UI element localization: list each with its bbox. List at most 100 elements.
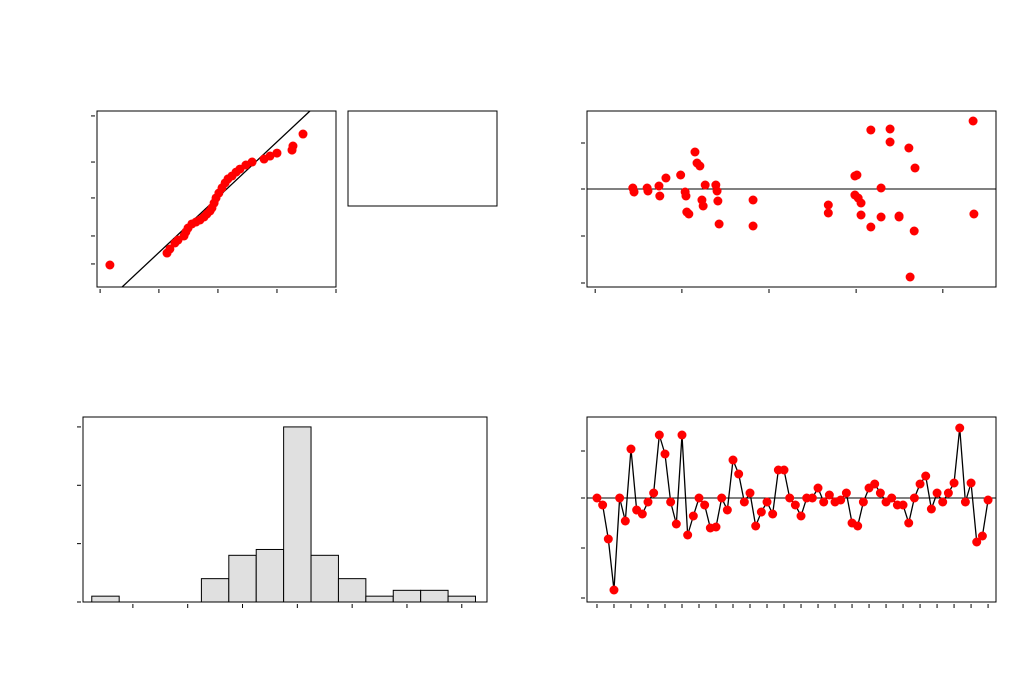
legend-box bbox=[347, 110, 498, 207]
point bbox=[853, 521, 863, 531]
point bbox=[790, 500, 800, 510]
point bbox=[683, 530, 693, 540]
point bbox=[751, 521, 761, 531]
point bbox=[910, 163, 920, 173]
point bbox=[960, 497, 970, 507]
bar bbox=[200, 578, 230, 603]
point bbox=[856, 210, 866, 220]
point bbox=[637, 509, 647, 519]
point bbox=[762, 497, 772, 507]
point bbox=[932, 488, 942, 498]
point bbox=[823, 200, 833, 210]
point bbox=[796, 511, 806, 521]
point bbox=[768, 509, 778, 519]
point bbox=[677, 430, 687, 440]
point bbox=[926, 504, 936, 514]
point bbox=[823, 208, 833, 218]
point bbox=[626, 444, 636, 454]
point bbox=[676, 170, 686, 180]
point bbox=[643, 497, 653, 507]
point bbox=[875, 488, 885, 498]
point bbox=[904, 518, 914, 528]
point bbox=[714, 219, 724, 229]
point bbox=[660, 449, 670, 459]
point bbox=[695, 161, 705, 171]
plot-frame bbox=[586, 416, 997, 603]
point bbox=[265, 151, 275, 161]
point bbox=[690, 147, 700, 157]
point bbox=[909, 493, 919, 503]
point bbox=[711, 522, 721, 532]
bar bbox=[392, 589, 422, 603]
plot-frame bbox=[586, 110, 997, 288]
point bbox=[905, 272, 915, 282]
point bbox=[661, 173, 671, 183]
plot-frame bbox=[96, 110, 337, 288]
point bbox=[272, 148, 282, 158]
point bbox=[836, 495, 846, 505]
point bbox=[909, 226, 919, 236]
point bbox=[866, 125, 876, 135]
point bbox=[643, 186, 653, 196]
bar bbox=[310, 554, 339, 603]
point bbox=[609, 585, 619, 595]
point bbox=[813, 483, 823, 493]
point bbox=[739, 497, 749, 507]
point bbox=[887, 493, 897, 503]
point bbox=[858, 497, 868, 507]
series-line bbox=[596, 427, 989, 591]
bar bbox=[228, 554, 257, 603]
point bbox=[756, 507, 766, 517]
point bbox=[915, 479, 925, 489]
point bbox=[620, 516, 630, 526]
point bbox=[894, 212, 904, 222]
bar bbox=[91, 595, 120, 603]
point bbox=[885, 124, 895, 134]
point bbox=[728, 455, 738, 465]
point bbox=[938, 497, 948, 507]
point bbox=[629, 187, 639, 197]
point bbox=[966, 478, 976, 488]
point bbox=[819, 497, 829, 507]
point bbox=[943, 488, 953, 498]
point bbox=[898, 500, 908, 510]
point bbox=[598, 500, 608, 510]
point bbox=[698, 201, 708, 211]
point bbox=[955, 423, 965, 433]
point bbox=[615, 493, 625, 503]
bar bbox=[337, 578, 367, 603]
point bbox=[885, 137, 895, 147]
point bbox=[921, 471, 931, 481]
point bbox=[688, 511, 698, 521]
bar bbox=[283, 426, 312, 603]
point bbox=[165, 244, 175, 254]
point bbox=[870, 479, 880, 489]
point bbox=[972, 537, 982, 547]
point bbox=[876, 183, 886, 193]
point bbox=[681, 191, 691, 201]
point bbox=[717, 493, 727, 503]
point bbox=[841, 488, 851, 498]
point bbox=[654, 181, 664, 191]
point bbox=[779, 465, 789, 475]
point bbox=[866, 222, 876, 232]
point bbox=[856, 198, 866, 208]
point bbox=[876, 212, 886, 222]
bar bbox=[420, 589, 449, 603]
point bbox=[734, 469, 744, 479]
point bbox=[748, 221, 758, 231]
point bbox=[824, 490, 834, 500]
point bbox=[722, 505, 732, 515]
point bbox=[852, 170, 862, 180]
point bbox=[700, 180, 710, 190]
point bbox=[247, 157, 257, 167]
bar bbox=[447, 595, 476, 603]
point bbox=[713, 196, 723, 206]
point bbox=[694, 493, 704, 503]
point bbox=[745, 488, 755, 498]
point bbox=[785, 493, 795, 503]
point bbox=[807, 493, 817, 503]
point bbox=[592, 493, 602, 503]
point bbox=[654, 430, 664, 440]
